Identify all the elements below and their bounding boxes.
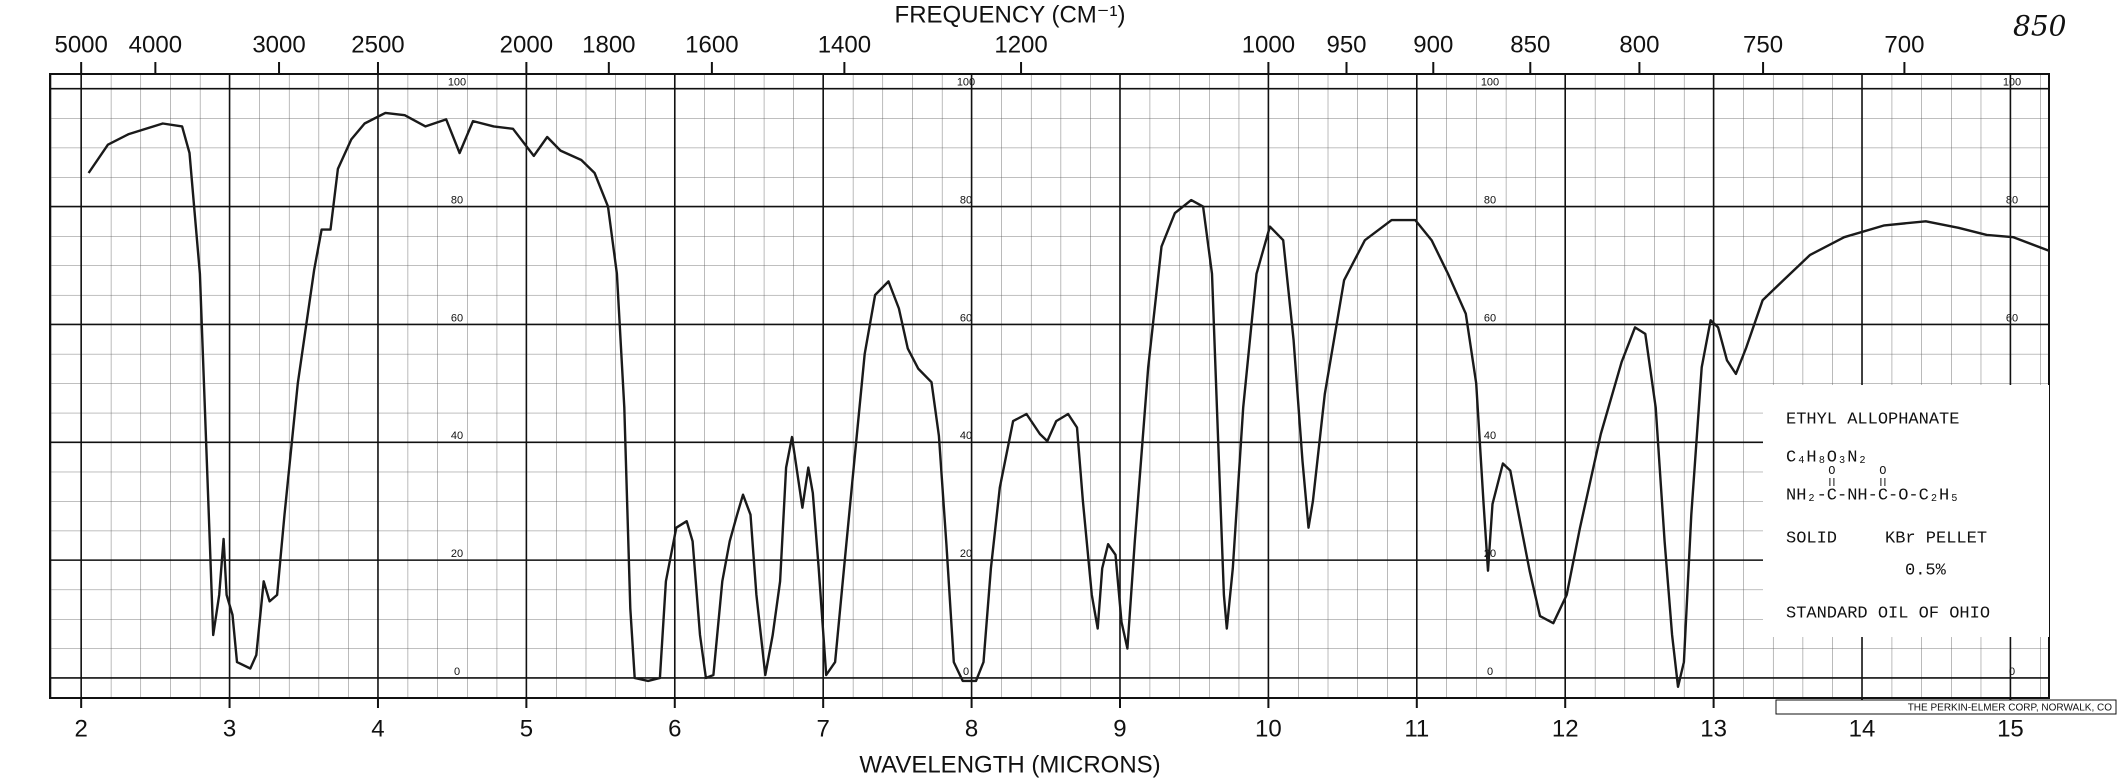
x-tick-label: 7: [817, 715, 830, 742]
y-tick-label: 40: [1484, 430, 1496, 442]
x2-tick-label: 2500: [351, 31, 404, 58]
x-tick-label: 12: [1552, 715, 1579, 742]
y-tick-label: 20: [451, 548, 463, 560]
x-tick-label: 13: [1700, 715, 1727, 742]
y-tick-label: 80: [451, 194, 463, 206]
y-tick-label: 100: [2003, 77, 2021, 89]
y-tick-label: 60: [1484, 312, 1496, 324]
sample-concentration: 0.5%: [1905, 561, 1947, 580]
x-tick-label: 3: [223, 715, 236, 742]
sample-source: STANDARD OIL OF OHIO: [1786, 604, 1990, 623]
x2-tick-label: 4000: [129, 31, 182, 58]
sample-structure: NH₂-C-NH-C-O-C₂H₅: [1786, 486, 1959, 505]
spectrum-line: [87, 111, 2050, 688]
y-tick-label: 80: [960, 194, 972, 206]
x-tick-label: 14: [1849, 715, 1876, 742]
y-tick-label: 0: [2009, 666, 2015, 678]
y-tick-label: 100: [1481, 77, 1499, 89]
y-tick-label: 20: [960, 548, 972, 560]
x2-tick-label: 800: [1619, 31, 1659, 58]
x-tick-label: 8: [965, 715, 978, 742]
x2-tick-label: 5000: [54, 31, 107, 58]
sample-state: SOLID: [1786, 529, 1837, 548]
y-tick-label: 60: [960, 312, 972, 324]
y-tick-label: 100: [448, 77, 466, 89]
x2-tick-label: 900: [1413, 31, 1453, 58]
x-tick-label: 5: [520, 715, 533, 742]
x-tick-label: 4: [371, 715, 384, 742]
x-tick-label: 10: [1255, 715, 1282, 742]
x2-tick-label: 1000: [1242, 31, 1295, 58]
sample-box-bg: [1763, 385, 2049, 637]
publisher: THE PERKIN-ELMER CORP, NORWALK, CO: [1908, 703, 2113, 714]
y-tick-label: 60: [2006, 312, 2018, 324]
chart-title: FREQUENCY (CM⁻¹): [895, 1, 1126, 28]
x-tick-label: 6: [668, 715, 681, 742]
x2-tick-label: 1400: [818, 31, 871, 58]
y-tick-label: 0: [1487, 666, 1493, 678]
x2-tick-label: 1200: [994, 31, 1047, 58]
x2-tick-label: 3000: [252, 31, 305, 58]
x-tick-label: 9: [1113, 715, 1126, 742]
x-axis-label: WAVELENGTH (MICRONS): [859, 751, 1160, 778]
sample-name: ETHYL ALLOPHANATE: [1786, 410, 1959, 429]
sample-formula: C₄H₈O₃N₂: [1786, 448, 1868, 467]
handwritten-note: 850: [2013, 10, 2066, 43]
x-tick-label: 15: [1997, 715, 2024, 742]
x2-tick-label: 950: [1326, 31, 1366, 58]
x2-tick-label: 700: [1884, 31, 1924, 58]
x2-tick-label: 750: [1743, 31, 1783, 58]
x2-tick-label: 1600: [685, 31, 738, 58]
minor-grid: [50, 74, 2049, 698]
y-tick-label: 0: [454, 666, 460, 678]
y-tick-label: 40: [451, 430, 463, 442]
y-tick-label: 80: [2006, 194, 2018, 206]
y-tick-label: 0: [963, 666, 969, 678]
x2-tick-label: 1800: [582, 31, 635, 58]
x-tick-label: 11: [1404, 715, 1429, 742]
x-tick-label: 2: [74, 715, 87, 742]
y-tick-label: 60: [451, 312, 463, 324]
y-tick-label: 40: [960, 430, 972, 442]
y-tick-label: 100: [957, 77, 975, 89]
x2-tick-label: 850: [1510, 31, 1550, 58]
y-tick-label: 80: [1484, 194, 1496, 206]
structure-oxygen: O: [1879, 464, 1886, 478]
structure-oxygen: O: [1828, 464, 1835, 478]
x2-tick-label: 2000: [500, 31, 553, 58]
publisher-strip: [1775, 699, 2117, 715]
sample-method: KBr PELLET: [1885, 529, 1987, 548]
